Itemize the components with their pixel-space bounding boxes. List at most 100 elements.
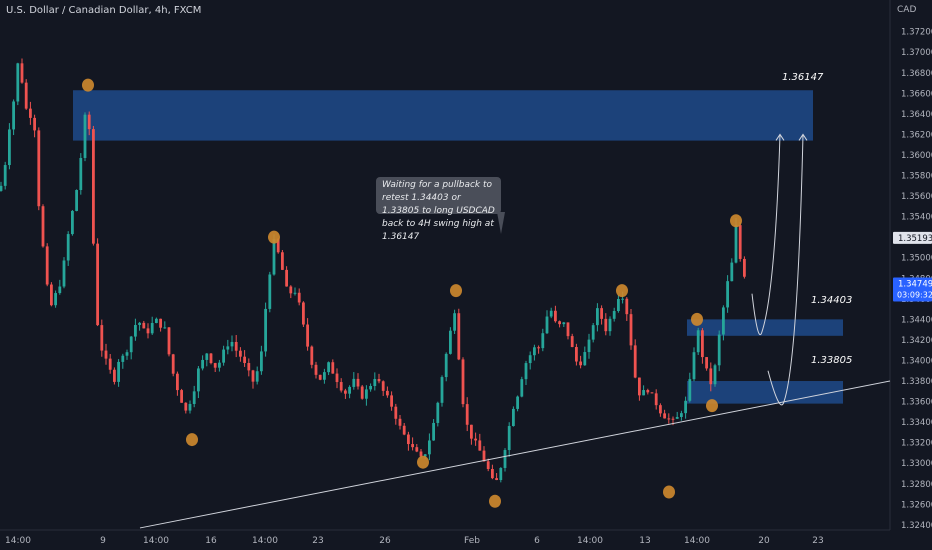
candle [549, 307, 553, 319]
symbol-title: U.S. Dollar / Canadian Dollar, 4h, FXCM [6, 5, 202, 16]
y-tick-label: 1.32400 [901, 521, 932, 531]
candle [83, 112, 87, 162]
y-tick-label: 1.37000 [901, 48, 932, 58]
candle [142, 320, 146, 329]
candle [617, 295, 620, 313]
candle [612, 307, 616, 322]
swing-high-price-text: 1.35193 [898, 234, 932, 244]
candle [717, 330, 721, 372]
candle [297, 288, 301, 306]
candle [415, 443, 419, 453]
candle [398, 414, 402, 430]
candle [285, 266, 288, 287]
candle [104, 343, 108, 365]
candle [100, 319, 104, 357]
candle [440, 375, 444, 407]
candle [66, 231, 70, 266]
candle [87, 111, 91, 136]
candle [667, 413, 671, 424]
candle [171, 353, 175, 377]
candle [390, 391, 393, 411]
zone-rect[interactable] [73, 90, 813, 141]
candle [197, 366, 200, 399]
candle [16, 62, 20, 106]
candle [722, 305, 725, 341]
candle [680, 410, 683, 421]
candle [394, 403, 398, 425]
candle [520, 376, 524, 398]
zone-rect[interactable] [687, 319, 843, 336]
candle [75, 189, 78, 212]
bar-countdown: 03:09:32 [897, 291, 932, 300]
candle [352, 372, 356, 390]
candle [575, 343, 578, 366]
candle [360, 384, 364, 400]
candle [92, 125, 95, 246]
x-tick-label: 16 [205, 536, 217, 546]
candle [264, 302, 267, 357]
candle [579, 355, 582, 369]
candle [205, 352, 209, 367]
candle [218, 359, 221, 372]
projection-path[interactable] [767, 134, 804, 406]
candle [516, 395, 519, 412]
candle [650, 392, 654, 394]
candle [293, 287, 297, 296]
candle [596, 303, 599, 332]
y-tick-label: 1.36600 [901, 89, 932, 99]
candle [696, 327, 700, 355]
swing-high-marker [82, 78, 94, 92]
candle [545, 310, 549, 334]
y-tick-label: 1.36800 [901, 69, 932, 79]
candle [268, 271, 272, 313]
candle [692, 347, 696, 382]
candle [251, 369, 255, 389]
candle [41, 204, 45, 248]
candle [24, 79, 28, 110]
candle [121, 353, 125, 369]
swing-high-marker [450, 284, 462, 298]
trendline[interactable] [139, 380, 891, 529]
candle [436, 401, 440, 427]
analysis-callout[interactable]: Waiting for a pullback to retest 1.34403… [376, 177, 501, 242]
candle [50, 282, 53, 307]
candle [470, 424, 473, 445]
swing-low-marker [706, 399, 718, 413]
candle [453, 309, 456, 335]
y-tick-label: 1.32800 [901, 480, 932, 490]
candle [348, 385, 351, 399]
x-tick-label: 14:00 [684, 536, 710, 546]
y-tick-label: 1.35800 [901, 172, 932, 182]
candle [180, 388, 183, 403]
candle [449, 327, 452, 355]
candle [247, 358, 251, 377]
candle [566, 322, 570, 340]
candle [113, 367, 116, 385]
candle [604, 313, 608, 336]
candle [407, 431, 410, 451]
y-tick-label: 1.37200 [901, 28, 932, 38]
swing-high-marker [730, 214, 742, 228]
candle [318, 374, 322, 381]
candle [558, 320, 561, 328]
candle [608, 316, 612, 336]
candle [331, 359, 335, 374]
candle [701, 328, 704, 364]
candle [192, 385, 196, 408]
swing-high-marker [268, 230, 280, 244]
candle [369, 383, 372, 392]
y-tick-label: 1.33400 [901, 418, 932, 428]
candle [583, 346, 587, 366]
candle [591, 322, 595, 343]
candle [432, 419, 435, 441]
candle [537, 345, 540, 354]
candle [188, 400, 192, 414]
candle [138, 321, 141, 331]
candle [638, 377, 641, 401]
candle [0, 181, 3, 192]
projection-path[interactable] [751, 134, 781, 336]
candle [146, 323, 150, 339]
candle [646, 388, 650, 395]
x-tick-label: 13 [639, 536, 650, 546]
